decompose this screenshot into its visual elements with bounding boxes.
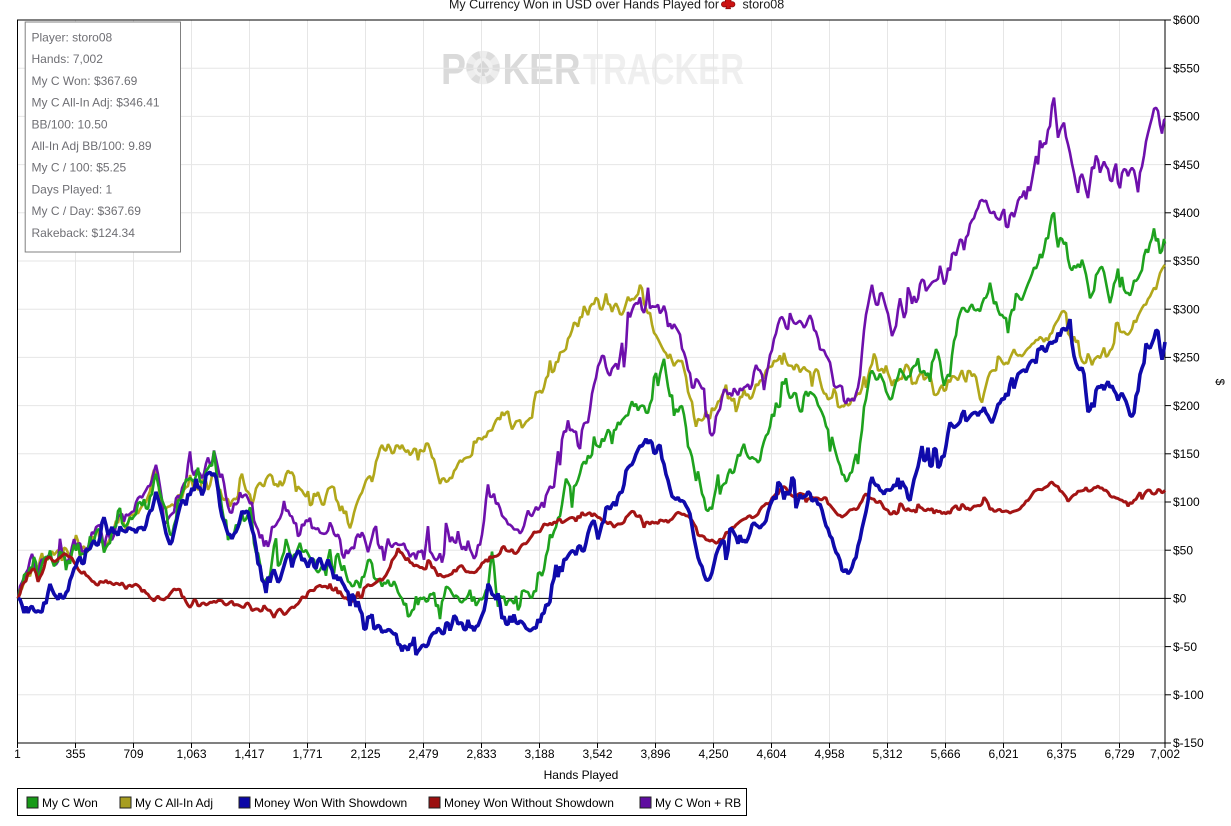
svg-text:My C All-In Adj: $346.41: My C All-In Adj: $346.41	[32, 96, 160, 110]
svg-text:4,604: 4,604	[756, 747, 786, 761]
svg-text:2,833: 2,833	[466, 747, 496, 761]
svg-text:$-150: $-150	[1173, 736, 1204, 750]
svg-text:storo08: storo08	[743, 0, 785, 12]
svg-text:$150: $150	[1173, 447, 1200, 461]
svg-text:$200: $200	[1173, 399, 1200, 413]
svg-text:1,063: 1,063	[176, 747, 206, 761]
svg-text:BB/100: 10.50: BB/100: 10.50	[32, 117, 108, 131]
svg-text:TRACKER: TRACKER	[583, 45, 744, 94]
svg-text:2,479: 2,479	[408, 747, 438, 761]
svg-text:Days Played: 1: Days Played: 1	[32, 182, 113, 196]
svg-text:1: 1	[14, 747, 21, 761]
svg-text:$350: $350	[1173, 254, 1200, 268]
svg-text:My C / 100: $5.25: My C / 100: $5.25	[32, 161, 127, 175]
svg-text:5,312: 5,312	[872, 747, 902, 761]
svg-text:My C Won: My C Won	[42, 796, 98, 810]
svg-text:$450: $450	[1173, 158, 1200, 172]
svg-text:3,188: 3,188	[524, 747, 554, 761]
svg-text:$100: $100	[1173, 495, 1200, 509]
svg-text:$300: $300	[1173, 302, 1200, 316]
svg-text:709: 709	[123, 747, 143, 761]
svg-text:$0: $0	[1173, 592, 1187, 606]
svg-text:4,250: 4,250	[698, 747, 728, 761]
svg-text:3,542: 3,542	[582, 747, 612, 761]
svg-text:$-100: $-100	[1173, 688, 1204, 702]
svg-text:$50: $50	[1173, 543, 1193, 557]
svg-text:6,729: 6,729	[1104, 747, 1134, 761]
svg-text:6,021: 6,021	[988, 747, 1018, 761]
svg-text:P: P	[441, 45, 466, 94]
svg-text:$250: $250	[1173, 351, 1200, 365]
svg-text:My C Won + RB: My C Won + RB	[655, 796, 741, 810]
svg-text:$400: $400	[1173, 206, 1200, 220]
svg-text:1,417: 1,417	[234, 747, 264, 761]
svg-text:5,666: 5,666	[930, 747, 960, 761]
svg-text:Player: storo08: Player: storo08	[32, 31, 113, 45]
svg-text:6,375: 6,375	[1046, 747, 1076, 761]
svg-text:My C Won: $367.69: My C Won: $367.69	[32, 74, 138, 88]
svg-text:$: $	[1213, 379, 1227, 386]
svg-text:My Currency Won in USD over Ha: My Currency Won in USD over Hands Played…	[449, 0, 719, 12]
svg-text:$-50: $-50	[1173, 640, 1197, 654]
svg-text:Hands: 7,002: Hands: 7,002	[32, 52, 104, 66]
svg-text:KER: KER	[503, 45, 581, 94]
svg-text:Money Won Without Showdown: Money Won Without Showdown	[444, 796, 614, 810]
svg-text:355: 355	[65, 747, 85, 761]
svg-text:2,125: 2,125	[350, 747, 380, 761]
svg-text:7,002: 7,002	[1150, 747, 1180, 761]
svg-text:$500: $500	[1173, 110, 1200, 124]
svg-text:1,771: 1,771	[292, 747, 322, 761]
svg-text:All-In Adj BB/100: 9.89: All-In Adj BB/100: 9.89	[32, 139, 152, 153]
svg-text:4,958: 4,958	[814, 747, 844, 761]
svg-text:3,896: 3,896	[640, 747, 670, 761]
svg-text:Hands Played: Hands Played	[544, 768, 619, 782]
svg-text:$550: $550	[1173, 61, 1200, 75]
svg-text:$600: $600	[1173, 13, 1200, 27]
svg-text:Money Won With Showdown: Money Won With Showdown	[254, 796, 407, 810]
svg-text:My C All-In Adj: My C All-In Adj	[135, 796, 213, 810]
svg-text:My C / Day: $367.69: My C / Day: $367.69	[32, 204, 142, 218]
svg-text:Rakeback: $124.34: Rakeback: $124.34	[32, 226, 136, 240]
